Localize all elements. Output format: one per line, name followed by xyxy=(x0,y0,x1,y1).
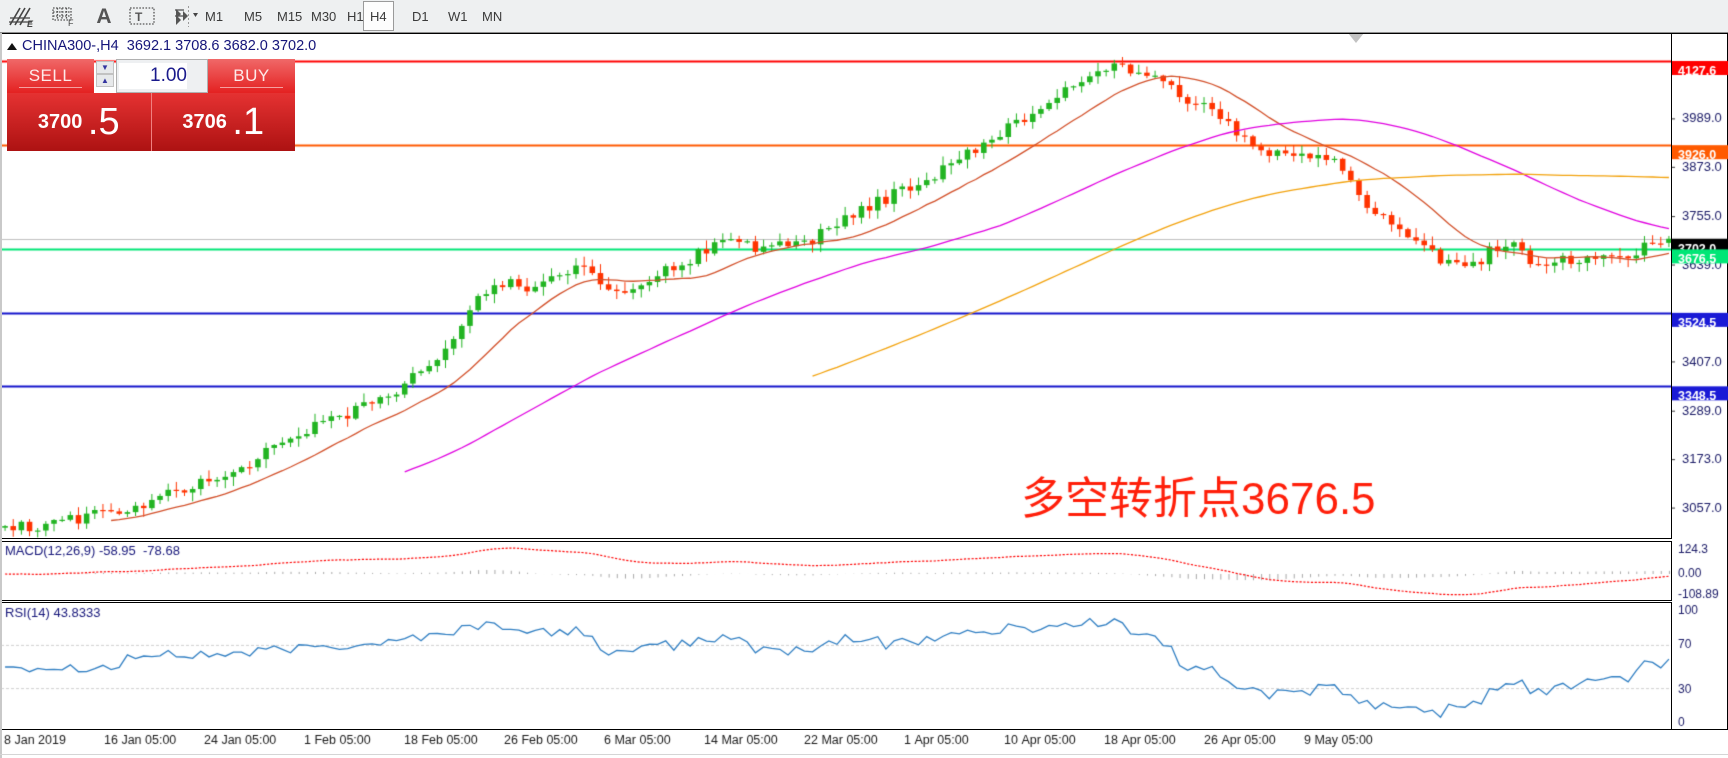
svg-text:E: E xyxy=(27,19,34,28)
svg-text:F: F xyxy=(68,18,74,27)
svg-text:T: T xyxy=(135,10,143,24)
